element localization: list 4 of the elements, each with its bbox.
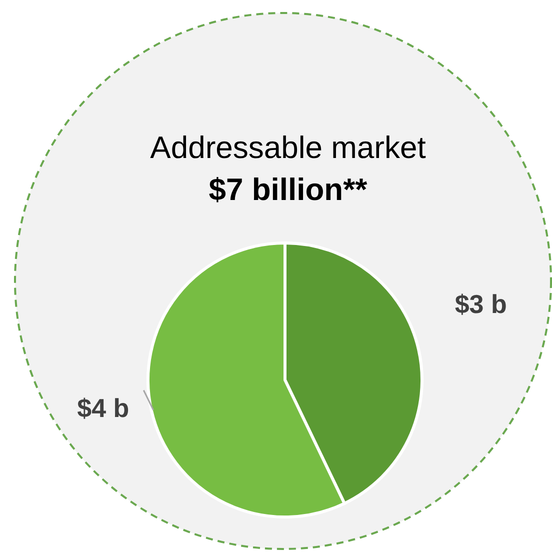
chart-title: Addressable market [150, 130, 426, 165]
data-label: $3 b [454, 288, 507, 319]
chart-subtitle: $7 billion** [208, 172, 368, 207]
data-label: $4 b [77, 393, 130, 424]
